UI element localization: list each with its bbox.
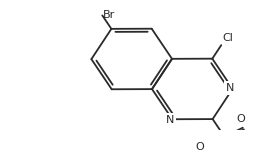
Text: N: N <box>166 115 174 125</box>
Text: Cl: Cl <box>222 33 233 43</box>
Text: O: O <box>236 114 245 124</box>
Text: O: O <box>196 142 204 150</box>
Text: N: N <box>225 83 234 93</box>
Text: Br: Br <box>103 10 115 20</box>
